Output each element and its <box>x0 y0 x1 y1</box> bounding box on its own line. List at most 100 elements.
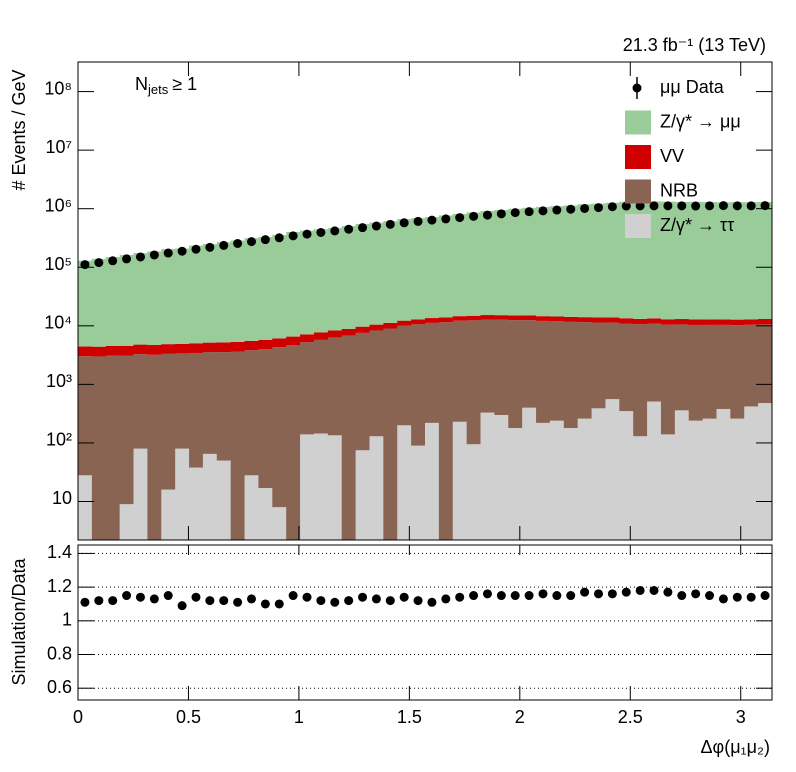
ratio-point <box>635 585 645 595</box>
histogram-bar <box>272 234 287 339</box>
histogram-bar <box>563 427 579 540</box>
ratio-point <box>316 596 326 606</box>
ratio-point <box>80 597 90 607</box>
histogram-bar <box>730 319 745 326</box>
histogram-bar <box>660 201 676 320</box>
ratio-point <box>205 596 215 606</box>
ratio-point <box>663 587 673 597</box>
data-point <box>163 248 173 258</box>
histogram-bar <box>660 324 676 435</box>
histogram-bar <box>730 202 745 320</box>
ratio-point <box>621 587 631 597</box>
histogram-bar <box>452 213 468 317</box>
histogram-bar <box>216 352 232 461</box>
histogram-bar <box>258 236 273 340</box>
histogram-bar <box>383 221 398 323</box>
data-point <box>191 244 201 254</box>
data-point <box>122 254 132 264</box>
histogram-bar <box>494 319 509 415</box>
histogram-bar <box>480 319 495 413</box>
histogram-bar <box>522 320 537 408</box>
histogram-bar <box>536 422 551 540</box>
histogram-bar <box>730 418 745 540</box>
frame <box>77 544 773 701</box>
histogram-bar <box>105 345 121 356</box>
histogram-bar <box>438 317 454 323</box>
histogram-bar <box>411 324 426 446</box>
ratio-point <box>566 591 576 601</box>
histogram-bar <box>452 320 468 422</box>
histogram-bar <box>189 343 204 353</box>
ratio-point <box>441 594 451 604</box>
data-point <box>205 242 215 252</box>
histogram-bar <box>688 201 703 320</box>
histogram-bar <box>425 217 440 319</box>
histogram-bar <box>480 315 495 320</box>
histogram-bar <box>202 453 218 540</box>
data-point <box>399 218 409 228</box>
histogram-bar <box>258 349 273 488</box>
ratio-point <box>371 594 381 604</box>
ratio-point <box>330 597 340 607</box>
y-tick-label: 10² <box>46 430 72 450</box>
data-point <box>247 237 256 247</box>
data-point <box>732 201 742 211</box>
data-point <box>455 213 465 223</box>
histogram-bar <box>327 435 343 540</box>
histogram-bar <box>619 323 634 412</box>
ratio-point <box>163 591 173 601</box>
histogram-bar <box>230 341 245 352</box>
histogram-bar <box>425 322 440 423</box>
data-point <box>705 201 715 211</box>
data-point <box>580 203 590 213</box>
legend-swatch <box>625 179 651 204</box>
histogram-bar <box>577 418 592 540</box>
ratio-point <box>718 594 728 604</box>
histogram-bar <box>133 448 148 540</box>
histogram-bar <box>591 322 606 409</box>
data-point <box>149 250 159 260</box>
histogram-bar <box>161 353 176 490</box>
histogram-bar <box>161 489 176 540</box>
histogram-bar <box>674 319 690 325</box>
histogram-bar <box>716 202 731 320</box>
ratio-point <box>344 596 354 606</box>
histogram-bar <box>78 475 93 540</box>
histogram-bar <box>522 407 537 540</box>
histogram-bar <box>286 345 301 540</box>
histogram-bar <box>202 244 218 343</box>
data-point <box>635 201 645 211</box>
annotation: Njets ≥ 1 <box>135 74 197 98</box>
histogram-bar <box>591 408 606 540</box>
ratio-point <box>455 592 465 602</box>
data-point <box>358 223 368 233</box>
histogram-bar <box>605 322 620 400</box>
ratio-y-axis-label: Simulation/Data <box>9 557 29 685</box>
data-point <box>385 219 395 229</box>
y-tick-label: 10⁶ <box>45 195 72 215</box>
histogram-bar <box>466 320 481 445</box>
legend-label: μμ Data <box>660 77 725 97</box>
ratio-point <box>580 587 590 597</box>
data-point <box>469 211 479 221</box>
data-point <box>677 201 687 211</box>
ratio-point <box>122 591 132 601</box>
ratio-point <box>746 592 756 602</box>
ratio-point <box>274 599 284 609</box>
ratio-point <box>219 596 229 606</box>
histogram-bar <box>244 475 259 540</box>
histogram-bar <box>175 448 190 540</box>
frame <box>77 61 773 541</box>
histogram-bar <box>91 258 107 347</box>
histogram-bar <box>744 319 759 325</box>
ratio-point <box>302 592 312 602</box>
annotation-subscript: jets <box>147 82 169 97</box>
y-tick-label: 10⁸ <box>44 78 72 98</box>
histogram-bar <box>619 411 634 540</box>
histogram-bar <box>161 344 176 354</box>
histogram-bar <box>480 210 495 316</box>
histogram-bar <box>258 487 273 540</box>
ratio-point <box>108 596 118 606</box>
ratio-point <box>482 589 492 599</box>
histogram-bar <box>522 315 537 321</box>
